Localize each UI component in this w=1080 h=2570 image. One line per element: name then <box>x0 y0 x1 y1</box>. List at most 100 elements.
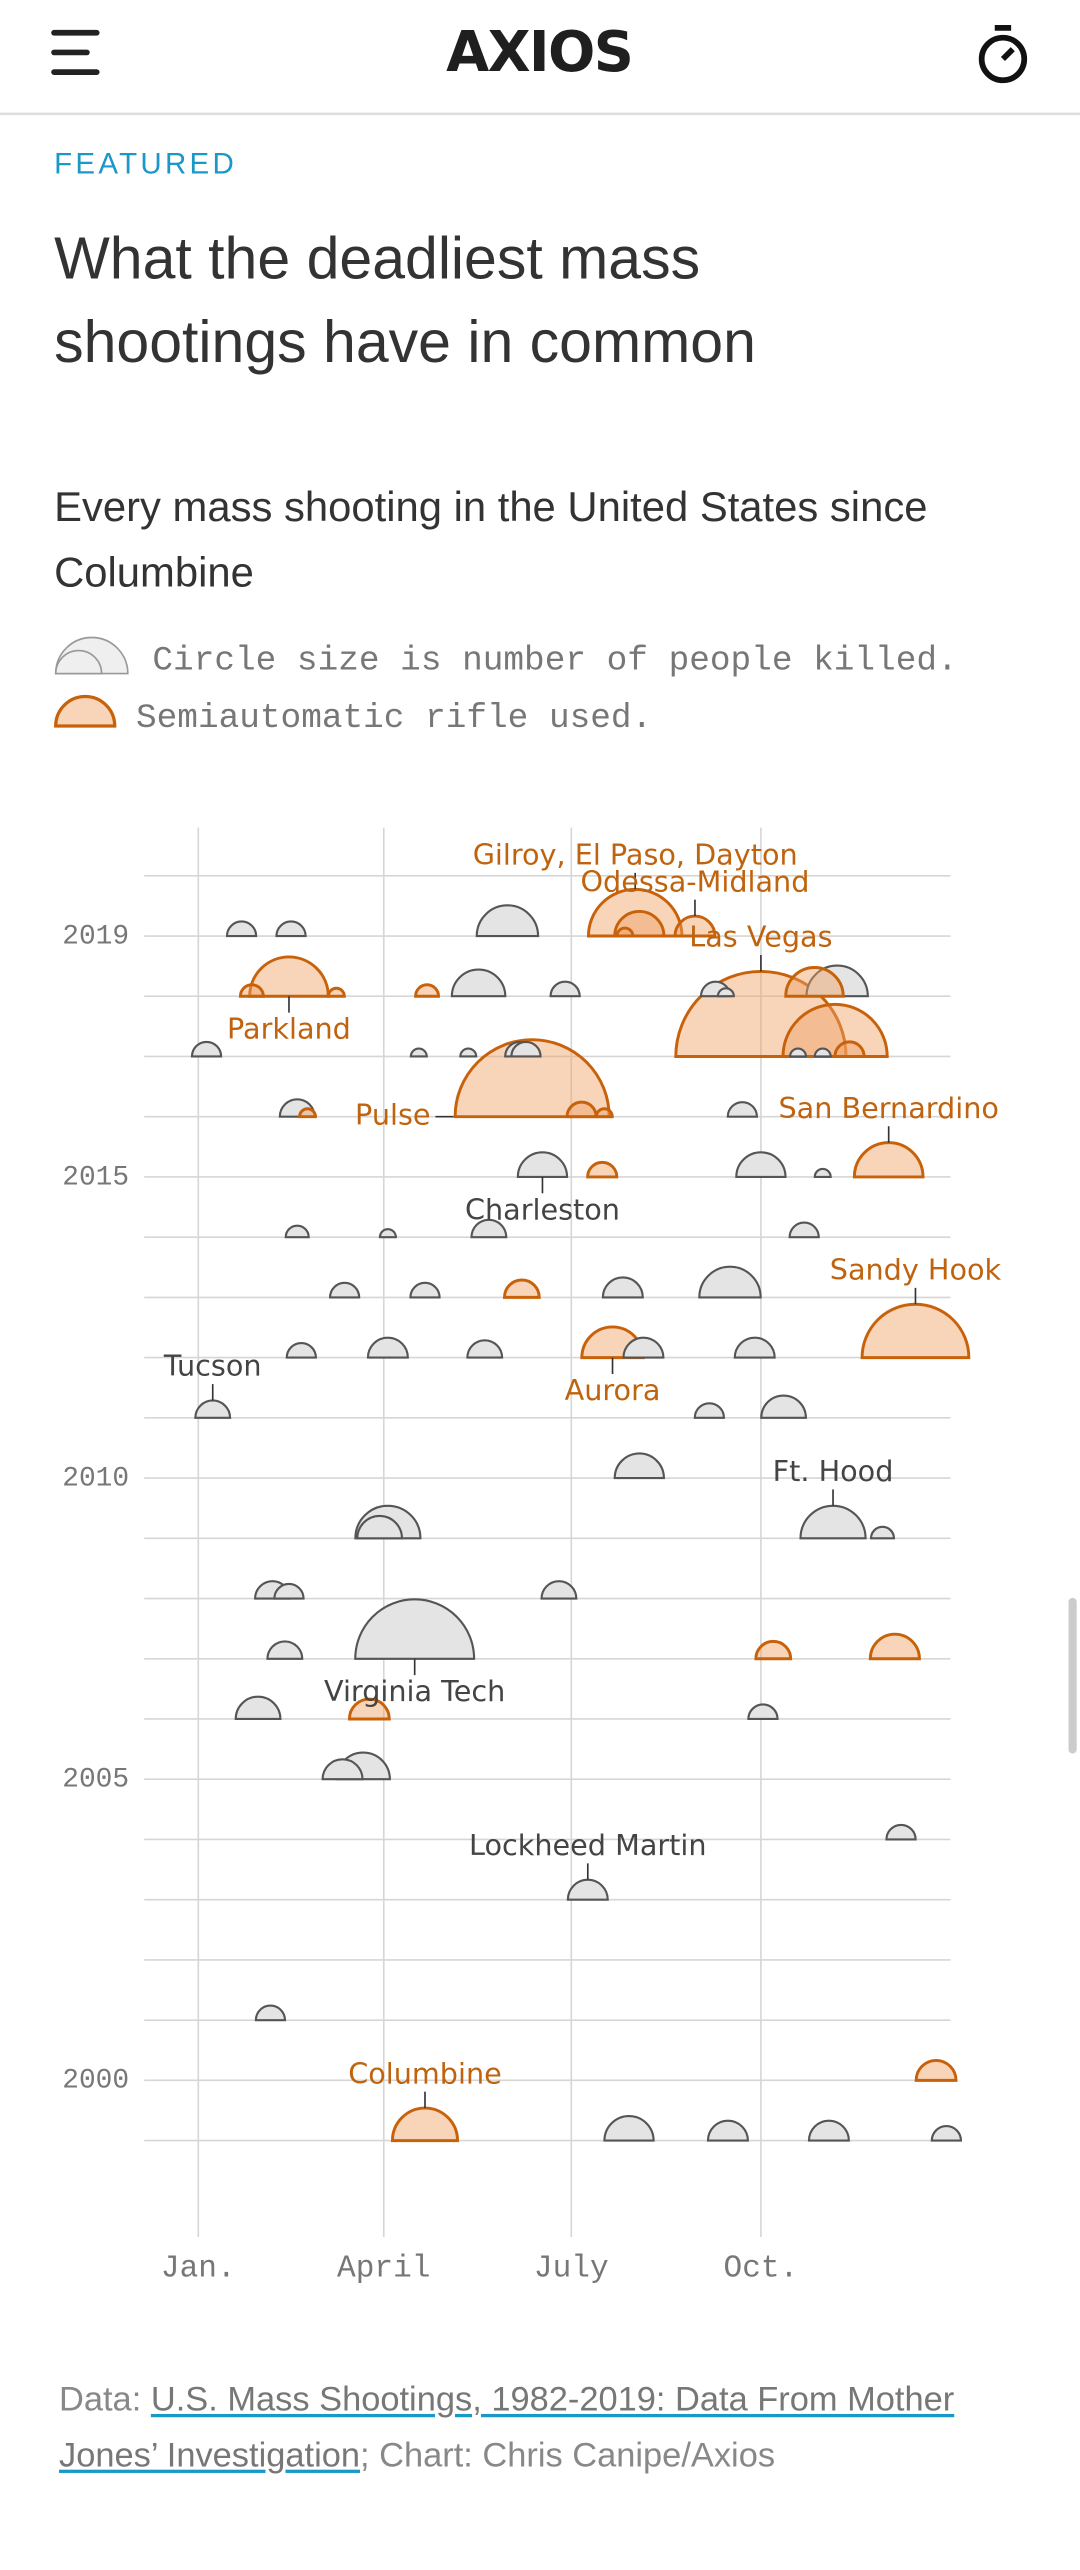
source-link[interactable]: U.S. Mass Shootings, 1982-2019: Data Fro… <box>58 2381 955 2475</box>
event-label: Virginia Tech <box>324 1674 505 1708</box>
legend-icon <box>54 694 117 728</box>
shooting-marker <box>540 1580 578 1600</box>
shooting-marker <box>852 1141 925 1179</box>
source-prefix: Data: <box>58 2381 142 2419</box>
source-suffix: ; Chart: Chris Canipe/Axios <box>359 2436 776 2475</box>
shooting-marker <box>273 1583 305 1600</box>
event-label: Tucson <box>163 1349 262 1383</box>
y-tick-label: 2005 <box>62 1765 129 1796</box>
shooting-marker <box>390 2106 459 2143</box>
shooting-marker <box>266 1640 304 1660</box>
shooting-marker <box>601 1276 644 1299</box>
shooting-marker <box>510 1040 542 1058</box>
shooting-marker <box>833 1040 866 1058</box>
y-tick-label: 2019 <box>62 921 129 952</box>
source-note: Data: U.S. Mass Shootings, 1982-2019: Da… <box>59 2373 1042 2484</box>
shooting-marker <box>613 910 666 938</box>
chart-title: Every mass shooting in the United States… <box>54 485 928 597</box>
shooting-marker <box>414 983 440 998</box>
shooting-marker <box>450 968 507 998</box>
event-label: Sandy Hook <box>830 1252 1002 1286</box>
x-tick-label: Jan. <box>161 2251 236 2286</box>
shooting-marker <box>366 1336 409 1359</box>
shooting-marker <box>813 1047 832 1058</box>
shooting-marker <box>475 904 540 938</box>
shooting-marker <box>868 1632 921 1661</box>
x-tick-label: April <box>337 2251 430 2286</box>
legend-label: Semiautomatic rifle used. <box>136 699 652 738</box>
shooting-marker <box>799 1504 867 1540</box>
shooting-marker <box>234 1695 282 1721</box>
shooting-marker <box>328 1281 361 1299</box>
shooting-marker <box>698 1265 762 1299</box>
shooting-marker <box>566 1878 609 1901</box>
shooting-marker <box>254 2004 287 2022</box>
shooting-marker <box>673 914 717 938</box>
shooting-marker <box>285 1342 317 1359</box>
shooting-marker <box>549 980 581 998</box>
shooting-marker <box>613 1452 665 1480</box>
shooting-marker <box>594 1107 614 1119</box>
shooting-marker <box>788 1047 808 1058</box>
shooting-marker <box>409 1281 441 1299</box>
chart: AXIOS Circle size is number of people ki… <box>0 20 1080 2286</box>
shooting-marker <box>735 1151 787 1178</box>
shooting-marker <box>860 1302 971 1360</box>
shooting-marker <box>747 1703 779 1721</box>
shooting-marker <box>565 1100 598 1119</box>
logo[interactable]: AXIOS <box>446 20 634 85</box>
section-label[interactable]: FEATURED <box>54 147 238 181</box>
event-label: Charleston <box>465 1192 620 1226</box>
legend-icon <box>54 649 103 675</box>
shooting-marker <box>516 1151 569 1178</box>
shooting-marker <box>298 1107 317 1119</box>
shooting-marker <box>813 1167 832 1178</box>
shooting-marker <box>784 966 845 998</box>
shooting-marker <box>190 1040 223 1058</box>
shooting-marker <box>466 1339 504 1359</box>
shooting-marker <box>706 2119 749 2142</box>
shooting-marker <box>693 1402 726 1419</box>
legend-label: Circle size is number of people killed. <box>152 642 957 681</box>
event-label: Ft. Hood <box>773 1454 894 1488</box>
shooting-marker <box>807 2119 850 2142</box>
y-tick-label: 2015 <box>62 1162 129 1193</box>
shooting-marker <box>453 1038 611 1119</box>
shooting-marker <box>754 1639 793 1661</box>
shooting-marker <box>378 1228 397 1239</box>
shooting-marker <box>470 1218 508 1239</box>
event-label: Odessa-Midland <box>581 864 810 898</box>
shooting-marker <box>459 1047 478 1058</box>
shooting-marker <box>885 1823 917 1841</box>
shooting-marker <box>788 1221 820 1239</box>
event-label: Columbine <box>348 2056 502 2090</box>
x-tick-label: July <box>534 2251 609 2286</box>
shooting-marker <box>781 1003 889 1058</box>
shooting-marker <box>716 987 735 998</box>
x-tick-label: Oct. <box>724 2251 799 2286</box>
shooting-marker <box>622 1336 665 1359</box>
shooting-marker <box>615 926 635 938</box>
shooting-marker <box>356 1515 404 1540</box>
shooting-marker <box>347 1697 391 1721</box>
menu-icon[interactable] <box>51 29 100 75</box>
shooting-marker <box>914 2059 958 2082</box>
y-tick-label: 2000 <box>62 2066 129 2097</box>
headline: What the deadliest mass shootings have i… <box>54 224 756 376</box>
shooting-marker <box>275 920 307 938</box>
scrollbar <box>1068 1597 1077 1754</box>
shooting-marker <box>354 1598 476 1660</box>
timer-icon[interactable] <box>978 24 1028 84</box>
shooting-marker <box>409 1047 428 1058</box>
shooting-marker <box>726 1101 758 1118</box>
shooting-marker <box>238 983 265 998</box>
labels: Lockheed Martin Virginia Tech Ft. Hood Tucs… <box>163 837 1002 2109</box>
event-label: Parkland <box>227 1012 351 1046</box>
points <box>190 887 971 2143</box>
y-tick-label: 2010 <box>62 1463 129 1494</box>
event-label: Aurora <box>565 1373 661 1407</box>
shooting-marker <box>321 1758 364 1781</box>
event-label: Pulse <box>355 1098 430 1132</box>
shooting-marker <box>869 1525 896 1540</box>
